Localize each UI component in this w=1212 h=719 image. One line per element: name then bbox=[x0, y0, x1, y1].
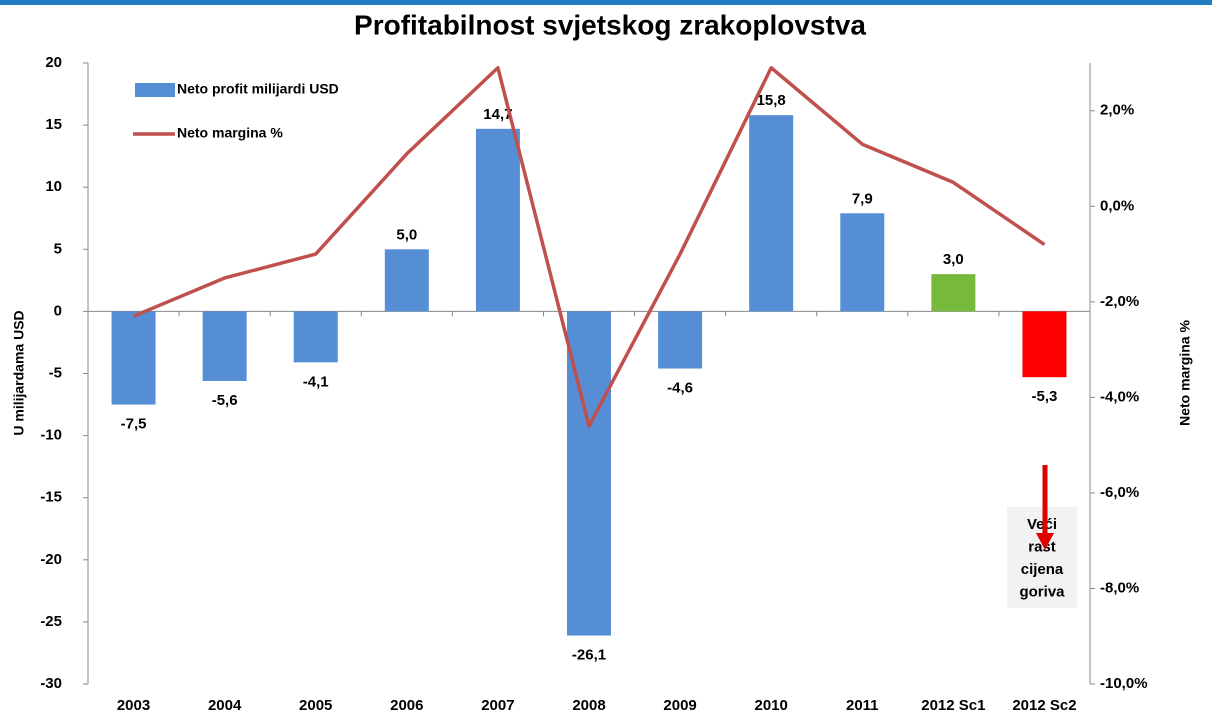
bar bbox=[749, 115, 794, 312]
y-tick-label: 5 bbox=[54, 240, 62, 257]
x-tick-label: 2012 Sc1 bbox=[921, 697, 985, 714]
data-label: 14,7 bbox=[483, 106, 512, 123]
y2-tick-label: -6,0% bbox=[1100, 484, 1139, 501]
top-stripe bbox=[0, 0, 1212, 5]
bar bbox=[840, 213, 885, 312]
data-label: -4,6 bbox=[667, 380, 693, 397]
annotation-text: rast bbox=[1028, 538, 1056, 555]
y2-tick-label: -4,0% bbox=[1100, 388, 1139, 405]
y-tick-label: -10 bbox=[40, 427, 62, 444]
x-tick-label: 2006 bbox=[390, 697, 423, 714]
x-tick-label: 2011 bbox=[846, 697, 879, 714]
x-tick-label: 2010 bbox=[754, 697, 787, 714]
y-tick-label: 15 bbox=[45, 116, 62, 133]
x-tick-label: 2004 bbox=[208, 697, 242, 714]
annotation-box bbox=[1007, 507, 1077, 608]
y-tick-label: -20 bbox=[40, 551, 62, 568]
y2-tick-label: 2,0% bbox=[1100, 102, 1134, 119]
x-tick-label: 2005 bbox=[299, 697, 332, 714]
legend-label: Neto profit milijardi USD bbox=[177, 81, 339, 97]
bar bbox=[384, 249, 429, 312]
y2-tick-label: -8,0% bbox=[1100, 579, 1139, 596]
x-tick-label: 2008 bbox=[572, 697, 605, 714]
bar bbox=[202, 311, 247, 381]
bar bbox=[658, 311, 703, 369]
x-tick-label: 2009 bbox=[663, 697, 696, 714]
y-tick-label: -30 bbox=[40, 675, 62, 692]
data-label: -7,5 bbox=[121, 416, 147, 433]
bar bbox=[293, 311, 338, 363]
annotation-arrowhead bbox=[1036, 533, 1054, 550]
y2-axis-title: Neto margina % bbox=[1177, 320, 1193, 426]
data-label: 5,0 bbox=[396, 226, 417, 243]
line bbox=[132, 66, 1046, 428]
bar bbox=[1022, 311, 1067, 378]
y2-tick-label: -10,0% bbox=[1100, 675, 1148, 692]
bar bbox=[931, 274, 976, 312]
y2-tick-label: 0,0% bbox=[1100, 197, 1134, 214]
y-axis-title: U milijardama USD bbox=[11, 310, 27, 435]
bar bbox=[475, 128, 520, 312]
annotation-text: Veći bbox=[1027, 516, 1057, 533]
y-tick-label: -15 bbox=[40, 489, 62, 506]
y2-tick-label: -2,0% bbox=[1100, 293, 1139, 310]
x-tick-label: 2012 Sc2 bbox=[1012, 697, 1076, 714]
x-tick-label: 2007 bbox=[481, 697, 514, 714]
data-label: 15,8 bbox=[757, 92, 786, 109]
data-label: 7,9 bbox=[852, 190, 873, 207]
data-label: -5,3 bbox=[1032, 388, 1058, 405]
legend-label: Neto margina % bbox=[177, 125, 283, 141]
bar bbox=[111, 311, 156, 405]
data-label: -26,1 bbox=[572, 647, 606, 664]
y-tick-label: -25 bbox=[40, 613, 62, 630]
annotation-text: goriva bbox=[1019, 583, 1065, 600]
y-tick-label: 10 bbox=[45, 178, 62, 195]
chart-title: Profitabilnost svjetskog zrakoplovstva bbox=[354, 9, 866, 40]
y-tick-label: 20 bbox=[45, 54, 62, 71]
annotation-text: cijena bbox=[1021, 561, 1064, 578]
data-label: 3,0 bbox=[943, 251, 964, 268]
legend-swatch bbox=[135, 83, 175, 97]
data-label: -4,1 bbox=[303, 373, 329, 390]
data-label: -5,6 bbox=[212, 392, 238, 409]
y-tick-label: -5 bbox=[49, 364, 62, 381]
x-tick-label: 2003 bbox=[117, 697, 150, 714]
y-tick-label: 0 bbox=[54, 302, 62, 319]
